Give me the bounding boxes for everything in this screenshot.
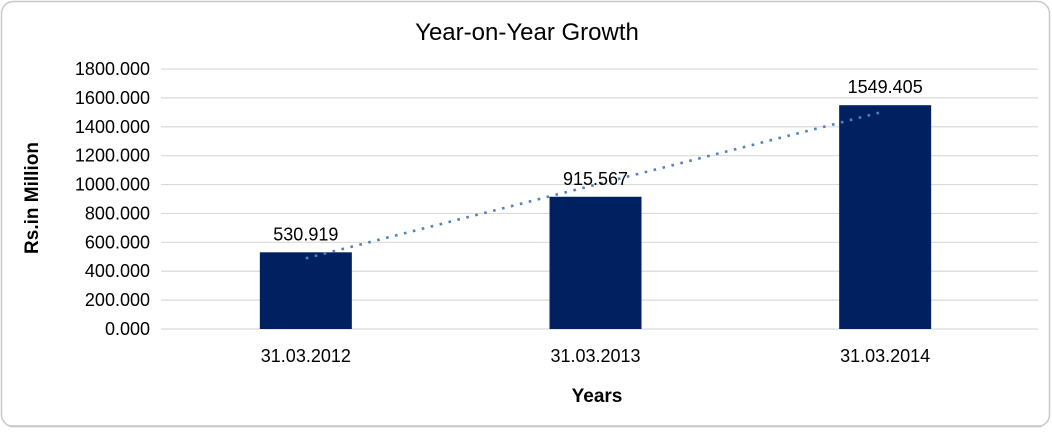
category-label: 31.03.2012 — [261, 346, 351, 366]
y-tick-label: 1800.000 — [75, 59, 150, 79]
x-axis-title: Years — [572, 386, 623, 407]
data-labels: 530.919 915.567 1549.405 — [273, 77, 922, 244]
y-tick-label: 0.000 — [105, 319, 150, 339]
trendline-dotted — [305, 109, 886, 260]
y-tick-label: 1200.000 — [75, 146, 150, 166]
bar-series — [259, 105, 932, 329]
data-label: 530.919 — [273, 224, 338, 244]
bar — [259, 252, 352, 329]
category-label: 31.03.2014 — [840, 346, 930, 366]
chart-title: Year-on-Year Growth — [415, 19, 639, 46]
y-tick-label: 400.000 — [85, 261, 150, 281]
y-axis-tick-labels: 0.000 200.000 400.000 600.000 800.000 1000.00… — [75, 59, 150, 339]
y-tick-label: 1600.000 — [75, 88, 150, 108]
bar — [549, 196, 642, 329]
data-label: 915.567 — [563, 169, 628, 189]
y-axis-title: Rs.in Million — [22, 142, 43, 254]
y-tick-label: 1000.000 — [75, 175, 150, 195]
y-tick-label: 600.000 — [85, 232, 150, 252]
trendline — [305, 109, 886, 260]
y-tick-label: 1400.000 — [75, 117, 150, 137]
y-tick-label: 800.000 — [85, 203, 150, 223]
x-axis-category-labels: 31.03.2012 31.03.2013 31.03.2014 — [261, 346, 930, 366]
y-tick-label: 200.000 — [85, 290, 150, 310]
bar — [839, 105, 932, 329]
data-label: 1549.405 — [848, 77, 923, 97]
category-label: 31.03.2013 — [550, 346, 640, 366]
